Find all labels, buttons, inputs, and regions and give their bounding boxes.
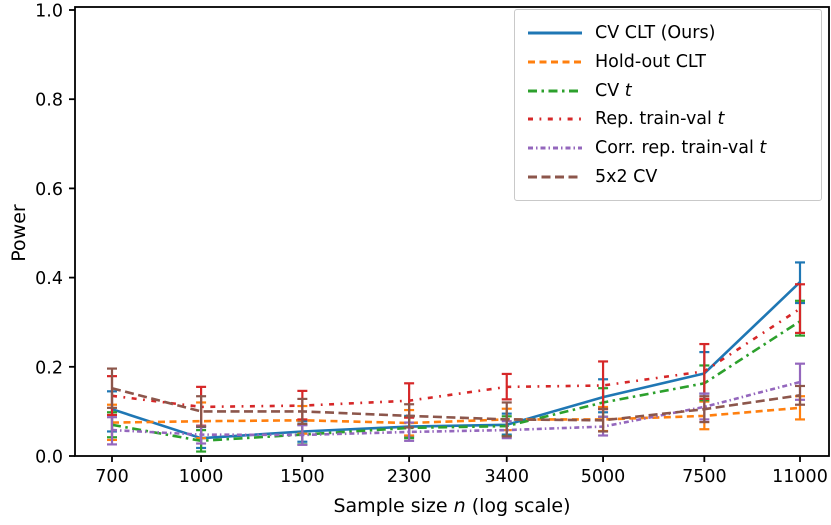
series-hold-out-clt (107, 395, 805, 442)
series-line (111, 386, 801, 422)
series-rep-train-val-t (107, 283, 805, 427)
legend-label: CV t (595, 80, 632, 101)
legend-item: Corr. rep. train-val t (526, 134, 808, 163)
series-line (111, 406, 801, 425)
x-axis-label-italic: n (453, 495, 466, 517)
x-tick-label: 1000 (179, 467, 224, 487)
legend-label: CV CLT (Ours) (595, 23, 716, 44)
series-line (111, 307, 801, 409)
x-axis-label: Sample size n (log scale) (333, 495, 570, 517)
series-corr-rep-train-val-t (107, 362, 805, 446)
y-tick-label: 0.0 (35, 448, 63, 468)
legend-line-sample (528, 89, 582, 93)
y-tick-label: 0.2 (35, 358, 63, 378)
legend: CV CLT (Ours) Hold-out CLT CV t Rep. tra… (514, 9, 822, 201)
x-tick-label: 1500 (280, 467, 325, 487)
legend-label: Hold-out CLT (595, 52, 706, 72)
x-axis-label-post: (log scale) (465, 495, 571, 517)
x-tick-label: 700 (95, 467, 128, 487)
legend-line-sample (528, 31, 582, 35)
legend-line-sample (528, 146, 582, 150)
x-tick-label: 3400 (484, 467, 529, 487)
series-line (111, 281, 801, 440)
x-axis-label-pre: Sample size (333, 495, 454, 517)
series-line (111, 380, 801, 437)
series-5x2-cv (107, 367, 805, 438)
y-tick-label: 1.0 (35, 2, 63, 22)
y-tick-label: 0.4 (35, 269, 63, 289)
x-tick-label: 2300 (387, 467, 432, 487)
legend-item: 5x2 CV (526, 162, 808, 191)
legend-item: CV CLT (Ours) (526, 19, 808, 48)
legend-line-sample (528, 117, 582, 121)
series-line (111, 320, 801, 443)
legend-item: CV t (526, 76, 808, 105)
legend-line-sample (528, 60, 582, 64)
y-axis-label-text: Power (8, 204, 30, 262)
legend-label: 5x2 CV (595, 166, 658, 187)
x-tick-label: 5000 (581, 467, 626, 487)
legend-item: Hold-out CLT (526, 48, 808, 77)
legend-item: Rep. train-val t (526, 105, 808, 134)
y-axis-label: Power (8, 204, 30, 261)
x-tick-label: 11000 (772, 467, 828, 487)
y-tick-label: 0.8 (35, 91, 63, 111)
x-tick-label: 7500 (682, 467, 727, 487)
legend-line-sample (528, 175, 582, 179)
legend-label: Corr. rep. train-val t (595, 138, 767, 159)
axes-frame (74, 6, 830, 457)
y-tick-label: 0.6 (35, 180, 63, 200)
legend-label: Rep. train-val t (595, 109, 725, 130)
